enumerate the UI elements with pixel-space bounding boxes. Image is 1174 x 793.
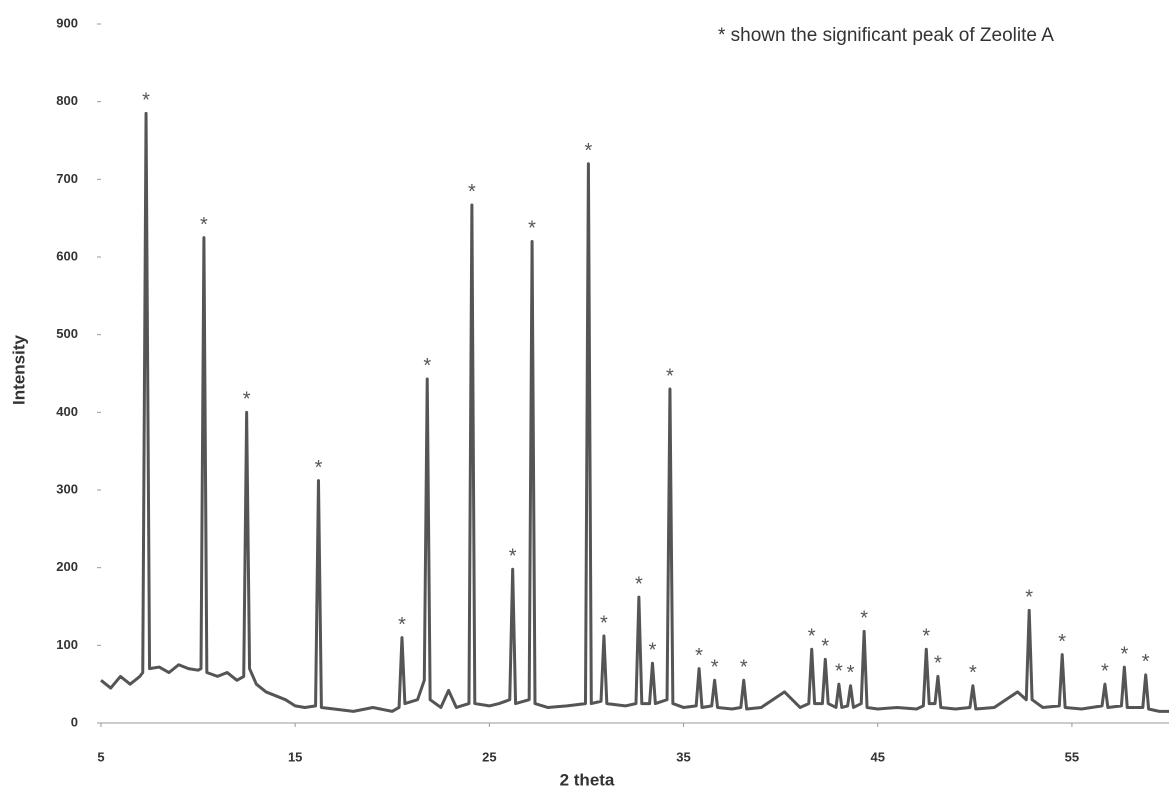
y-tick-label: 400 [56, 404, 78, 419]
peak-marker: * [821, 636, 829, 658]
peak-marker: * [847, 662, 855, 684]
peak-marker: * [600, 612, 608, 634]
y-tick-label: 0 [71, 714, 78, 729]
peak-marker: * [711, 657, 719, 679]
x-tick-label: 25 [482, 749, 496, 764]
peak-marker: * [1101, 660, 1109, 682]
peak-marker: * [808, 625, 816, 647]
annotation: * shown the significant peak of Zeolite … [718, 25, 1054, 46]
peak-marker: * [398, 614, 406, 636]
peak-marker: * [468, 181, 476, 203]
peak-marker: * [423, 355, 431, 377]
peak-marker: * [934, 653, 942, 675]
peak-marker: * [1025, 587, 1033, 609]
peak-marker: * [1058, 631, 1066, 653]
y-tick-label: 500 [56, 326, 78, 341]
peak-marker: * [584, 140, 592, 162]
peak-marker: * [1120, 643, 1128, 665]
x-tick-label: 5 [97, 749, 104, 764]
peak-marker: * [528, 218, 536, 240]
peak-marker: * [922, 625, 930, 647]
x-tick-label: 45 [870, 749, 884, 764]
y-tick-label: 300 [56, 481, 78, 496]
peak-marker: * [509, 546, 517, 568]
data-line [100, 111, 1169, 713]
peak-marker: * [695, 645, 703, 667]
y-tick-label: 800 [56, 93, 78, 108]
y-tick-label: 200 [56, 559, 78, 574]
peak-marker: * [649, 639, 657, 661]
x-tick-label: 55 [1065, 749, 1079, 764]
y-tick-label: 700 [56, 171, 78, 186]
peak-marker: * [740, 657, 748, 679]
peak-marker: * [860, 608, 868, 630]
x-tick-label: 35 [676, 749, 690, 764]
peak-marker: * [1142, 651, 1150, 673]
y-tick-label: 100 [56, 637, 78, 652]
peak-marker: * [666, 365, 674, 387]
peak-marker: * [200, 214, 208, 236]
peak-marker: * [835, 660, 843, 682]
x-tick-label: 15 [288, 749, 302, 764]
peak-marker: * [969, 662, 977, 684]
peak-marker: * [315, 457, 323, 479]
peak-marker: * [635, 573, 643, 595]
peak-marker: * [243, 389, 251, 411]
y-tick-label: 900 [56, 15, 78, 30]
peak-marker: * [142, 90, 150, 112]
y-tick-label: 600 [56, 248, 78, 263]
y-axis-title: Intensity [9, 335, 28, 405]
x-axis-title: 2 theta [560, 770, 615, 789]
